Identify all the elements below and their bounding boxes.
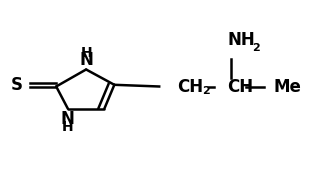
- Text: N: N: [61, 110, 75, 128]
- Text: 2: 2: [252, 43, 260, 53]
- Text: CH: CH: [178, 78, 204, 95]
- Text: N: N: [79, 51, 93, 69]
- Text: H: H: [80, 46, 92, 60]
- Text: CH: CH: [227, 78, 253, 95]
- Text: NH: NH: [227, 31, 255, 49]
- Text: 2: 2: [202, 86, 210, 96]
- Text: S: S: [11, 76, 23, 94]
- Text: H: H: [62, 120, 74, 134]
- Text: Me: Me: [274, 78, 302, 95]
